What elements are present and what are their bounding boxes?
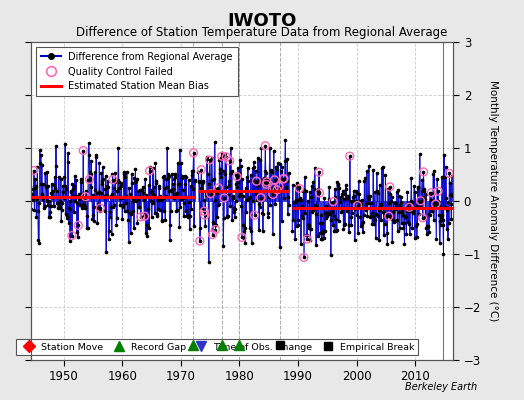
Point: [253, 178, 261, 184]
Point: [140, 213, 149, 220]
Point: [250, 212, 259, 218]
Point: [68, 232, 76, 239]
Point: [222, 154, 231, 160]
Point: [205, 157, 214, 163]
Point: [30, 167, 38, 174]
Point: [261, 142, 269, 149]
Point: [85, 176, 94, 183]
Point: [279, 176, 288, 182]
Text: IWOTO: IWOTO: [227, 12, 297, 30]
Point: [296, 185, 304, 192]
Point: [96, 205, 104, 211]
Point: [280, 175, 288, 182]
Point: [214, 184, 223, 191]
Point: [303, 236, 311, 242]
Point: [195, 238, 204, 244]
Point: [137, 214, 145, 220]
Point: [417, 198, 425, 204]
Y-axis label: Monthly Temperature Anomaly Difference (°C): Monthly Temperature Anomaly Difference (…: [488, 80, 498, 322]
Point: [329, 198, 337, 205]
Point: [418, 215, 427, 221]
Point: [273, 187, 281, 193]
Point: [233, 173, 241, 180]
Point: [79, 147, 88, 154]
Point: [200, 208, 209, 214]
Point: [315, 190, 324, 196]
Point: [405, 204, 413, 210]
Point: [386, 184, 394, 190]
Point: [263, 179, 271, 185]
Point: [434, 188, 442, 194]
Point: [427, 190, 435, 196]
Point: [238, 234, 246, 241]
Text: Difference of Station Temperature Data from Regional Average: Difference of Station Temperature Data f…: [77, 26, 447, 39]
Point: [74, 222, 82, 228]
Text: Berkeley Earth: Berkeley Earth: [405, 382, 477, 392]
Point: [211, 226, 220, 233]
Point: [81, 194, 90, 200]
Point: [197, 166, 205, 173]
Point: [270, 177, 279, 183]
Point: [145, 168, 154, 174]
Point: [220, 195, 228, 201]
Point: [109, 176, 117, 183]
Point: [315, 169, 323, 176]
Point: [300, 254, 308, 261]
Point: [445, 170, 454, 177]
Point: [431, 201, 440, 207]
Point: [269, 191, 277, 198]
Point: [345, 153, 354, 159]
Point: [225, 158, 234, 164]
Legend: Station Move, Record Gap, Time of Obs. Change, Empirical Break: Station Move, Record Gap, Time of Obs. C…: [16, 339, 418, 355]
Point: [262, 181, 270, 188]
Point: [201, 212, 209, 218]
Point: [353, 202, 362, 209]
Point: [206, 190, 215, 197]
Point: [209, 232, 217, 238]
Point: [257, 194, 265, 201]
Point: [419, 169, 428, 175]
Point: [275, 183, 283, 190]
Point: [189, 150, 198, 156]
Point: [385, 213, 393, 219]
Point: [217, 153, 226, 159]
Point: [270, 185, 278, 191]
